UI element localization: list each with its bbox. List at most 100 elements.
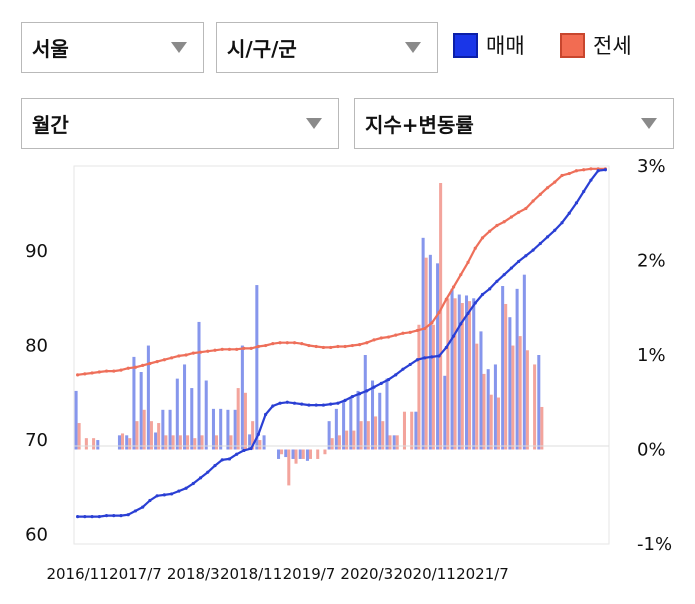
jeonse-index-point xyxy=(220,347,224,351)
jeonse-index-point xyxy=(401,331,405,335)
sale-change-bar xyxy=(211,408,215,450)
x-tick-label: 2021/7 xyxy=(456,565,509,583)
jeonse-index-point xyxy=(177,354,181,358)
sale-change-bar xyxy=(125,435,129,450)
jeonse-change-bar xyxy=(229,435,233,450)
jeonse-change-bar xyxy=(504,303,508,450)
sale-change-bar xyxy=(161,409,165,450)
jeonse-change-bar xyxy=(77,423,81,450)
jeonse-index-point xyxy=(574,169,579,173)
sale-index-point xyxy=(502,273,506,277)
sale-change-bar xyxy=(197,321,201,450)
jeonse-index-point xyxy=(278,341,282,345)
sale-change-bar xyxy=(154,432,158,450)
jeonse-index-point xyxy=(394,333,398,337)
jeonse-index-point xyxy=(357,343,362,347)
sale-change-bar xyxy=(262,435,266,450)
jeonse-index-point xyxy=(119,368,123,372)
district-select[interactable]: 시/구/군 xyxy=(216,22,438,73)
jeonse-change-bar xyxy=(352,430,356,450)
sale-change-bar xyxy=(392,435,396,450)
jeonse-change-bar xyxy=(251,421,255,450)
legend-jeonse[interactable]: 전세 xyxy=(560,30,632,60)
sale-index-point xyxy=(379,381,383,385)
sale-index-point xyxy=(473,301,477,305)
jeonse-index-point xyxy=(517,210,521,214)
jeonse-change-bar xyxy=(439,183,443,450)
jeonse-index-point xyxy=(256,344,260,349)
jeonse-index-point xyxy=(350,343,354,348)
sale-change-bar xyxy=(486,369,490,450)
jeonse-change-bar xyxy=(533,364,537,450)
sale-index-point xyxy=(112,514,116,518)
sale-index-point xyxy=(249,446,253,451)
sale-change-bar xyxy=(493,364,497,450)
jeonse-index-point xyxy=(509,215,513,219)
sale-index-point xyxy=(574,201,579,205)
jeonse-index-point xyxy=(213,348,217,352)
sale-index-point xyxy=(357,392,362,396)
sale-index-point xyxy=(278,401,282,405)
jeonse-index-point xyxy=(379,336,383,340)
legend-sale[interactable]: 매매 xyxy=(453,30,525,60)
jeonse-change-bar xyxy=(178,435,182,450)
sale-change-bar xyxy=(168,409,172,450)
metric-select-value: 지수+변동률 xyxy=(365,113,474,137)
jeonse-index-point xyxy=(133,365,138,369)
sale-change-bar xyxy=(248,434,252,450)
jeonse-change-bar xyxy=(381,421,385,450)
jeonse-change-bar xyxy=(337,435,341,450)
jeonse-index-point xyxy=(386,335,391,339)
sale-change-bar xyxy=(139,372,143,450)
sale-change-bar xyxy=(226,409,230,450)
jeonse-index-point xyxy=(567,171,571,176)
sale-index-point xyxy=(567,211,571,215)
sale-index-point xyxy=(285,400,289,404)
sale-change-bar xyxy=(240,345,244,450)
jeonse-change-bar xyxy=(431,324,435,450)
jeonse-index-point xyxy=(90,371,94,375)
jeonse-index-point xyxy=(235,347,239,351)
legend-sale-label: 매매 xyxy=(486,34,525,58)
jeonse-index-point xyxy=(206,349,210,353)
sale-change-bar xyxy=(522,274,526,450)
jeonse-index-point xyxy=(198,350,203,354)
jeonse-index-point xyxy=(242,346,246,350)
sale-index-point xyxy=(524,254,528,258)
jeonse-index-point xyxy=(473,246,477,250)
sale-index-point xyxy=(466,311,470,316)
metric-select[interactable]: 지수+변동률 xyxy=(354,98,674,149)
sale-index-point xyxy=(292,401,297,405)
jeonse-change-bar xyxy=(186,435,190,450)
x-tick-label: 2018/3 xyxy=(167,565,220,583)
sale-index-point xyxy=(560,221,564,225)
jeonse-index-point xyxy=(480,236,485,240)
sale-index-point xyxy=(531,248,535,252)
jeonse-index-point xyxy=(112,369,116,373)
jeonse-index-point xyxy=(589,167,593,171)
jeonse-index-point xyxy=(459,273,463,277)
sale-index-point xyxy=(177,489,181,493)
y-right-tick-label: -1% xyxy=(637,534,672,555)
jeonse-change-bar xyxy=(388,435,392,450)
sale-change-bar xyxy=(305,449,309,461)
x-tick-label: 2020/3 xyxy=(340,565,393,583)
jeonse-change-bar xyxy=(294,449,298,464)
sale-index-point xyxy=(365,389,369,393)
sale-index-point xyxy=(553,228,557,232)
index-lines xyxy=(76,167,607,519)
sale-change-bar xyxy=(146,345,150,450)
sale-index-point xyxy=(423,356,427,360)
sale-change-bar xyxy=(508,317,512,450)
sale-index-point xyxy=(517,259,521,264)
region-select[interactable]: 서울 xyxy=(21,22,204,73)
jeonse-index-point xyxy=(531,199,535,203)
jeonse-index-line xyxy=(77,167,606,376)
jeonse-index-point xyxy=(191,351,195,355)
jeonse-index-point xyxy=(451,285,456,289)
sale-index-point xyxy=(235,452,239,456)
period-select[interactable]: 월간 xyxy=(21,98,339,149)
sale-change-bar xyxy=(298,449,302,459)
sale-index-point xyxy=(437,354,441,358)
sale-change-bar xyxy=(117,435,121,450)
